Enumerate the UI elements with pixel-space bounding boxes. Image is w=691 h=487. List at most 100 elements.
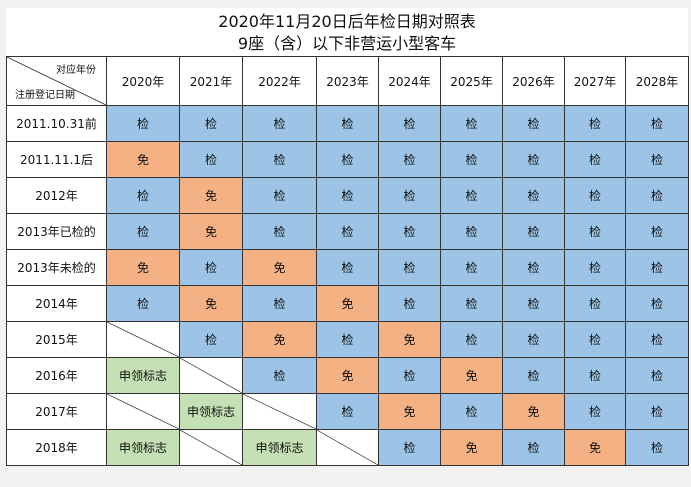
table-row: 2011.11.1后免检检检检检检检检 <box>6 141 689 178</box>
inspect-cell: 检 <box>316 177 379 214</box>
inspect-cell: 检 <box>502 321 565 358</box>
registration-date-label: 2013年未检的 <box>6 249 107 286</box>
table-row: 2015年检免检免检检检检 <box>6 321 689 358</box>
blank-cell <box>316 429 379 466</box>
inspect-cell: 检 <box>242 105 317 142</box>
inspect-cell: 检 <box>440 321 503 358</box>
inspect-cell: 检 <box>242 357 317 394</box>
exempt-cell: 免 <box>378 321 441 358</box>
inspect-cell: 检 <box>564 105 626 142</box>
apply-sticker-cell: 申领标志 <box>242 429 317 466</box>
inspect-cell: 检 <box>502 105 565 142</box>
inspect-cell: 检 <box>625 357 689 394</box>
inspect-cell: 检 <box>242 213 317 250</box>
inspect-cell: 检 <box>564 393 626 430</box>
registration-date-label: 2011.11.1后 <box>6 141 107 178</box>
blank-cell <box>106 393 180 430</box>
inspect-cell: 检 <box>316 105 379 142</box>
apply-sticker-cell: 申领标志 <box>106 429 180 466</box>
inspect-cell: 检 <box>179 321 243 358</box>
table-row: 2018年 申领标志 申领标志检免检免检 <box>6 429 689 466</box>
header-row: 对应年份 注册登记日期 2020年 2021年 2022年 2023年 2024年 202… <box>6 56 689 106</box>
inspect-cell: 检 <box>316 249 379 286</box>
inspect-cell: 检 <box>106 177 180 214</box>
inspect-cell: 检 <box>564 285 626 322</box>
inspect-cell: 检 <box>625 321 689 358</box>
inspect-cell: 检 <box>564 249 626 286</box>
inspect-cell: 检 <box>564 177 626 214</box>
exempt-cell: 免 <box>440 429 503 466</box>
year-header-cell: 2023年 <box>316 56 379 106</box>
inspect-cell: 检 <box>502 429 565 466</box>
diagonal-line-icon <box>180 358 242 393</box>
inspect-cell: 检 <box>378 177 441 214</box>
inspect-cell: 检 <box>564 357 626 394</box>
inspect-cell: 检 <box>502 357 565 394</box>
diagonal-line-icon <box>7 57 106 105</box>
inspect-cell: 检 <box>502 249 565 286</box>
blank-cell <box>179 429 243 466</box>
table-row: 2013年未检的免检免检检检检检检 <box>6 249 689 286</box>
title-line-1: 2020年11月20日后年检日期对照表 <box>218 12 476 31</box>
table-row: 2014年检免检免检检检检检 <box>6 285 689 322</box>
inspect-cell: 检 <box>502 177 565 214</box>
exempt-cell: 免 <box>179 213 243 250</box>
table-row: 2013年已检的检免检检检检检检检 <box>6 213 689 250</box>
registration-date-label: 2012年 <box>6 177 107 214</box>
inspect-cell: 检 <box>378 249 441 286</box>
inspect-cell: 检 <box>625 249 689 286</box>
blank-cell <box>179 357 243 394</box>
diagonal-line-icon <box>243 394 316 429</box>
inspect-cell: 检 <box>625 213 689 250</box>
inspect-cell: 检 <box>440 141 503 178</box>
table-title: 2020年11月20日后年检日期对照表 9座（含）以下非营运小型客车 <box>6 8 688 56</box>
inspect-cell: 检 <box>440 393 503 430</box>
registration-date-label: 2017年 <box>6 393 107 430</box>
year-header-cell: 2020年 <box>106 56 180 106</box>
inspect-cell: 检 <box>502 285 565 322</box>
inspect-cell: 检 <box>625 285 689 322</box>
inspect-cell: 检 <box>378 213 441 250</box>
exempt-cell: 免 <box>106 141 180 178</box>
year-header-cell: 2027年 <box>564 56 626 106</box>
blank-cell <box>106 321 180 358</box>
corner-top-label: 对应年份 <box>56 65 96 76</box>
table-row: 2012年检免检检检检检检检 <box>6 177 689 214</box>
inspect-cell: 检 <box>564 321 626 358</box>
registration-date-label: 2018年 <box>6 429 107 466</box>
year-header-cell: 2021年 <box>179 56 243 106</box>
corner-bottom-label: 注册登记日期 <box>15 90 75 101</box>
exempt-cell: 免 <box>242 249 317 286</box>
inspect-cell: 检 <box>106 213 180 250</box>
inspect-cell: 检 <box>440 285 503 322</box>
exempt-cell: 免 <box>179 285 243 322</box>
inspect-cell: 检 <box>242 141 317 178</box>
inspect-cell: 检 <box>564 141 626 178</box>
diagonal-line-icon <box>107 322 179 357</box>
inspect-cell: 检 <box>625 177 689 214</box>
inspect-cell: 检 <box>179 105 243 142</box>
inspect-cell: 检 <box>625 393 689 430</box>
inspect-cell: 检 <box>378 285 441 322</box>
inspect-cell: 检 <box>378 141 441 178</box>
inspect-cell: 检 <box>316 213 379 250</box>
inspect-cell: 检 <box>179 249 243 286</box>
year-header-cell: 2026年 <box>502 56 565 106</box>
inspect-cell: 检 <box>440 177 503 214</box>
exempt-cell: 免 <box>316 357 379 394</box>
registration-date-label: 2014年 <box>6 285 107 322</box>
exempt-cell: 免 <box>440 357 503 394</box>
inspect-cell: 检 <box>106 285 180 322</box>
year-header-cell: 2025年 <box>440 56 503 106</box>
inspect-cell: 检 <box>564 213 626 250</box>
inspect-cell: 检 <box>378 105 441 142</box>
inspect-cell: 检 <box>316 393 379 430</box>
table-row: 2017年 申领标志检免检免检检 <box>6 393 689 430</box>
inspect-cell: 检 <box>106 105 180 142</box>
inspect-cell: 检 <box>242 177 317 214</box>
inspection-table: 对应年份 注册登记日期 2020年 2021年 2022年 2023年 2024年 202… <box>6 56 689 466</box>
inspect-cell: 检 <box>440 105 503 142</box>
exempt-cell: 免 <box>564 429 626 466</box>
inspect-cell: 检 <box>378 429 441 466</box>
apply-sticker-cell: 申领标志 <box>106 357 180 394</box>
